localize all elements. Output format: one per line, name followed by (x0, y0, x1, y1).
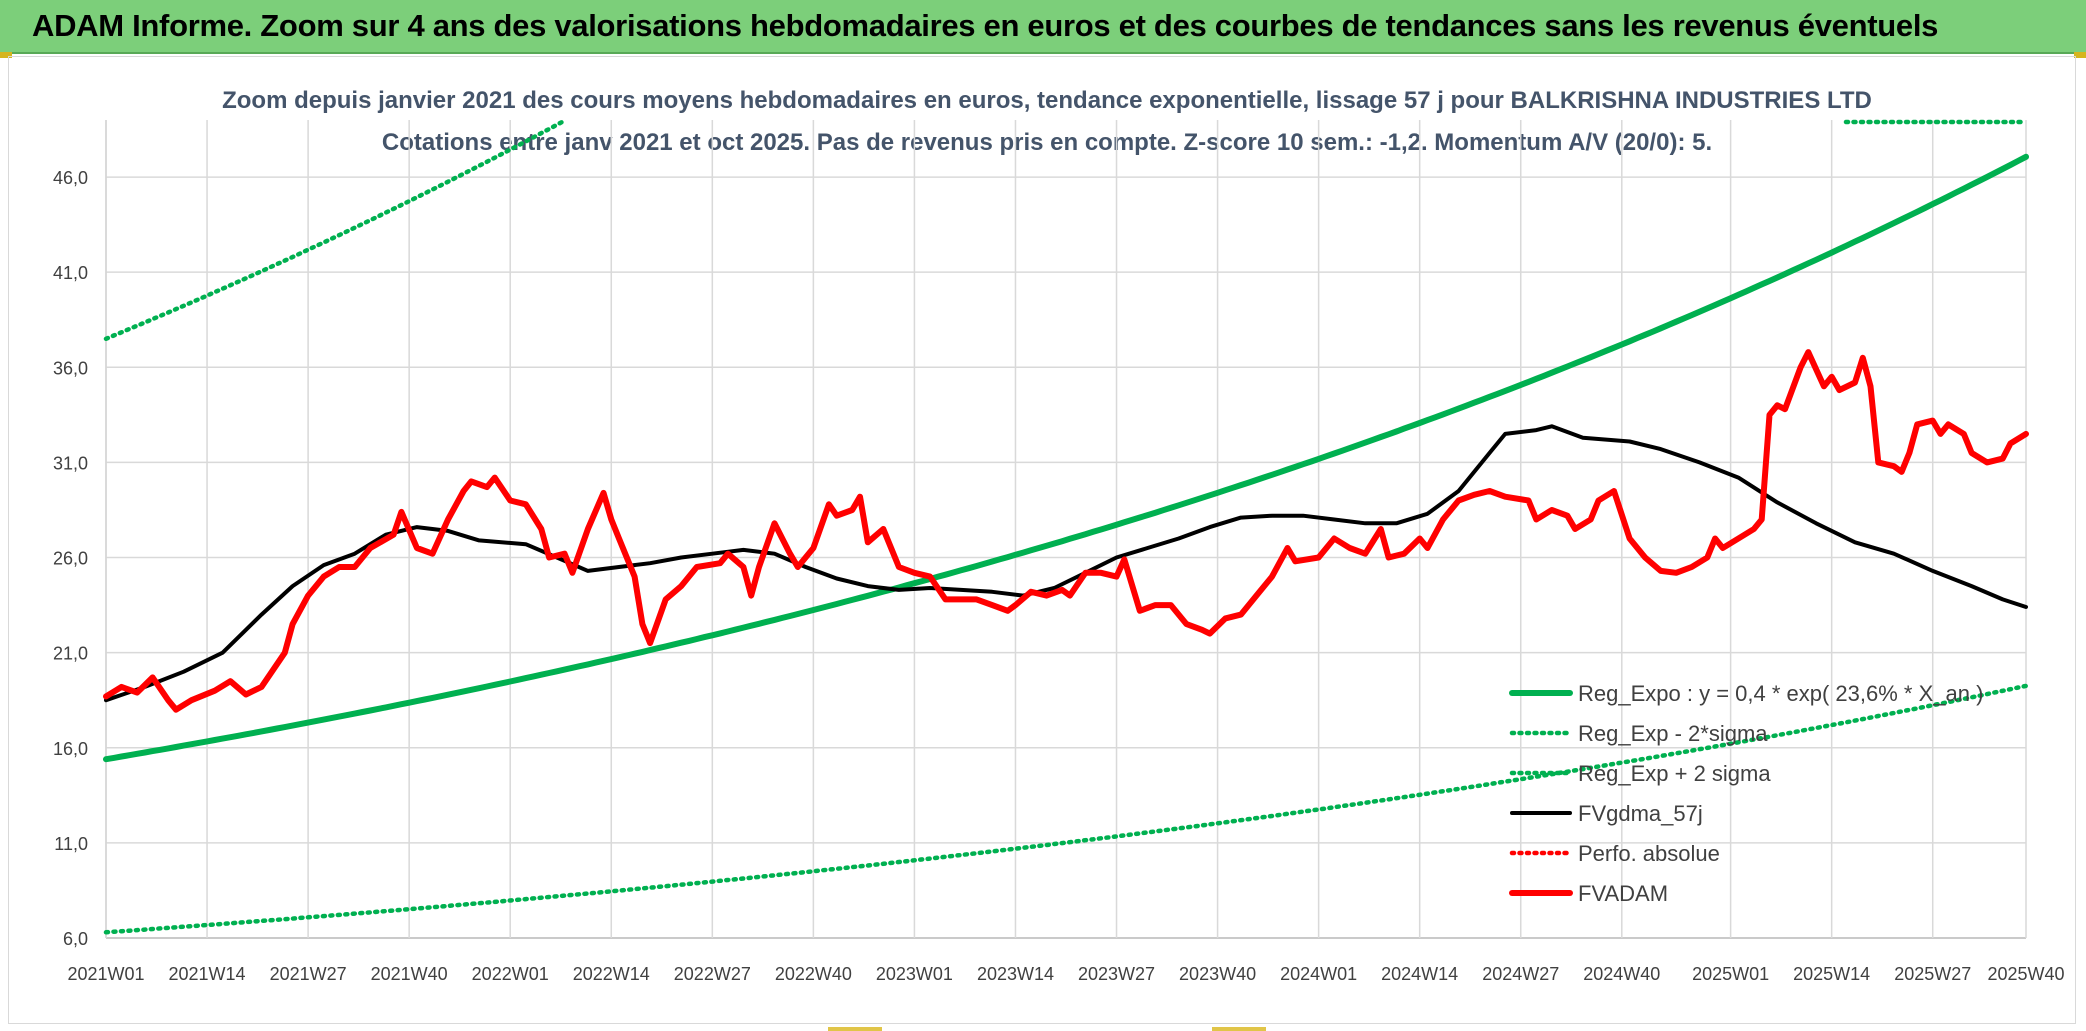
chart-title: Zoom depuis janvier 2021 des cours moyen… (222, 87, 1872, 114)
chart-subtitle: Cotations entre janv 2021 et oct 2025. P… (382, 129, 1712, 156)
x-tick-label: 2021W01 (67, 964, 144, 984)
y-tick-label: 6,0 (63, 929, 88, 949)
x-tick-label: 2023W01 (876, 964, 953, 984)
chart-frame (8, 56, 2076, 1024)
series-layer (103, 118, 2029, 935)
y-axis-ticks: 6,0 11,0 16,0 21,0 26,0 31,0 36,0 41,0 46,0 (53, 168, 88, 949)
legend-label: FVADAM (1578, 881, 1668, 906)
y-tick-label: 11,0 (54, 834, 88, 854)
fvgdma-line (104, 424, 2028, 703)
legend-label: Reg_Exp + 2 sigma (1578, 761, 1771, 786)
bottom-mark-left (828, 1027, 882, 1031)
legend-label: Reg_Expo : y = 0,4 * exp( 23,6% * X_an ) (1578, 681, 1983, 706)
reg-expo-line (103, 153, 2029, 763)
x-tick-label: 2024W40 (1583, 964, 1660, 984)
report-title: ADAM Informe. Zoom sur 4 ans des valoris… (32, 8, 1939, 43)
x-axis-ticks: 2021W01 2021W14 2021W27 2021W40 2022W01 2022W… (67, 964, 2064, 984)
x-tick-label: 2024W14 (1381, 964, 1458, 984)
x-tick-label: 2021W14 (169, 964, 246, 984)
x-tick-label: 2022W40 (775, 964, 852, 984)
reg-minus-2sigma-line (103, 683, 2029, 935)
legend-label: Reg_Exp - 2*sigma (1578, 721, 1768, 746)
y-tick-label: 26,0 (53, 549, 88, 569)
reg-plus-2sigma-line (103, 118, 567, 342)
x-tick-label: 2025W27 (1894, 964, 1971, 984)
fvadam-line (103, 349, 2029, 713)
report-banner: ADAM Informe. Zoom sur 4 ans des valoris… (0, 0, 2086, 54)
legend-label: FVgdma_57j (1578, 801, 1703, 826)
x-tick-label: 2021W27 (270, 964, 347, 984)
x-tick-label: 2024W01 (1280, 964, 1357, 984)
y-tick-label: 21,0 (53, 644, 88, 664)
x-tick-label: 2025W01 (1692, 964, 1769, 984)
x-tick-label: 2021W40 (371, 964, 448, 984)
banner-edge-left (0, 52, 12, 58)
y-tick-label: 36,0 (53, 358, 88, 378)
chart-legend: Reg_Expo : y = 0,4 * exp( 23,6% * X_an )… (1509, 681, 1983, 906)
x-tick-label: 2025W40 (1987, 964, 2064, 984)
x-tick-label: 2022W27 (674, 964, 751, 984)
x-tick-label: 2025W14 (1793, 964, 1870, 984)
vertical-gridlines (105, 120, 2027, 938)
y-tick-label: 41,0 (53, 263, 88, 283)
banner-edge-right (2074, 52, 2086, 58)
x-tick-label: 2023W27 (1078, 964, 1155, 984)
x-tick-label: 2023W40 (1179, 964, 1256, 984)
x-tick-label: 2023W14 (977, 964, 1054, 984)
y-tick-label: 31,0 (53, 453, 88, 473)
y-tick-label: 46,0 (53, 168, 88, 188)
x-tick-label: 2022W14 (573, 964, 650, 984)
y-tick-label: 16,0 (53, 739, 88, 759)
bottom-mark-right (1212, 1027, 1266, 1031)
legend-label: Perfo. absolue (1578, 841, 1720, 866)
x-tick-label: 2024W27 (1482, 964, 1559, 984)
x-tick-label: 2022W01 (472, 964, 549, 984)
